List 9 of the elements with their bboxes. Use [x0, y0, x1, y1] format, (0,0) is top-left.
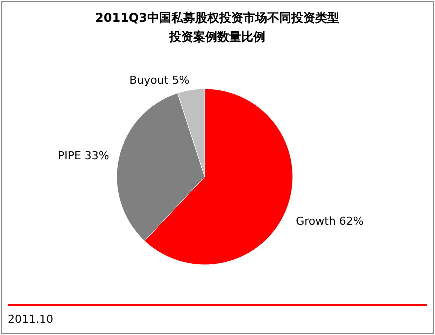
chart-subtitle: 投资案例数量比例 [168, 30, 266, 44]
chart-title: 2011Q3中国私募股权投资市场不同投资类型 [96, 11, 340, 25]
slice-label: PIPE [58, 150, 85, 163]
data-label: 5% [172, 74, 190, 88]
text: 2011.10 [8, 313, 54, 326]
slice-label: Growth [296, 215, 340, 228]
data-label: 62% [339, 215, 364, 228]
data-label: 33% [84, 150, 110, 163]
slice-label: Buyout [130, 74, 172, 88]
